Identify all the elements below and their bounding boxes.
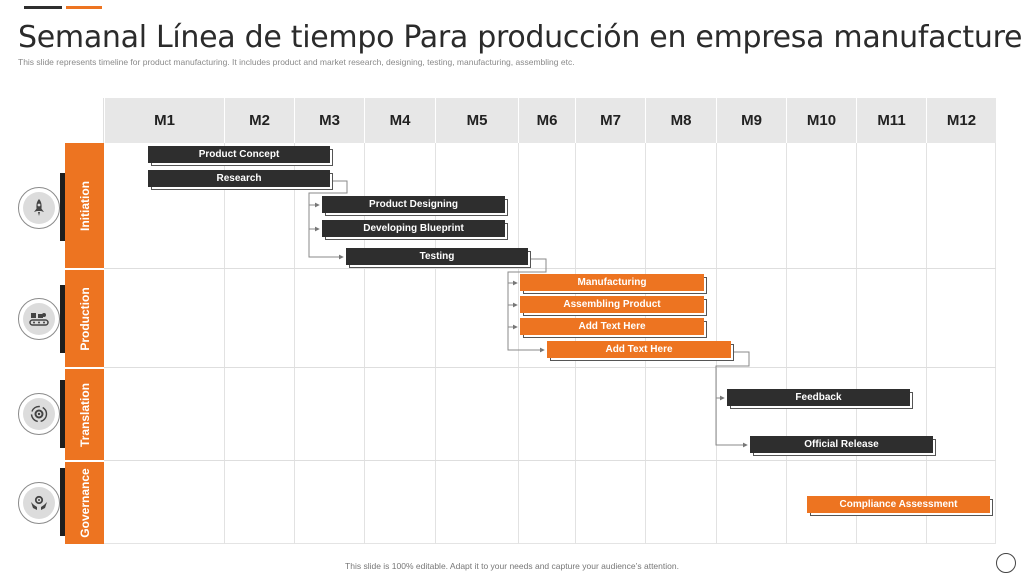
phase-divider [65,460,104,462]
phase-band-production: Production [65,270,104,367]
task-add-text-2: Add Text Here [547,341,731,358]
phase-label-governance: Governance [77,468,92,538]
grid-column-line [294,143,295,544]
month-header-m3: M3 [294,98,364,143]
task-official-release: Official Release [750,436,933,453]
task-product-concept: Product Concept [148,146,330,163]
grid-column-line [518,143,519,544]
month-header-m8: M8 [645,98,716,143]
task-developing-blueprint: Developing Blueprint [322,220,505,237]
phase-accent-bar [60,468,65,536]
gear-cycle-icon-glyph [30,405,48,423]
phase-band-initiation: Initiation [65,143,104,268]
month-header-m9: M9 [716,98,786,143]
header-corner-cell [65,98,104,143]
grid-column-line [224,143,225,544]
task-feedback: Feedback [727,389,910,406]
top-accent-line-dark [24,6,62,9]
phase-label-initiation: Initiation [77,180,92,231]
phase-label-translation: Translation [77,382,92,447]
task-add-text-1: Add Text Here [520,318,704,335]
month-header-m4: M4 [364,98,435,143]
gear-cycle-icon-badge [23,398,55,430]
hands-gear-icon [18,482,60,524]
month-header-m7: M7 [575,98,645,143]
hands-gear-icon-glyph [31,495,47,510]
task-assembling-product: Assembling Product [520,296,704,313]
slide-subtitle: This slide represents timeline for produ… [18,57,575,67]
grid-row-line [104,367,996,368]
footer-note: This slide is 100% editable. Adapt it to… [345,561,679,571]
task-testing: Testing [346,248,528,265]
rocket-icon-glyph [34,199,44,216]
phase-accent-bar [60,285,65,353]
phase-accent-bar [60,380,65,448]
grid-column-line [856,143,857,544]
grid-column-line [364,143,365,544]
grid-row-line [104,268,996,269]
grid-row-line [104,460,996,461]
grid-column-line [786,143,787,544]
rocket-icon-badge [23,192,55,224]
conveyor-icon [18,298,60,340]
rocket-icon [18,187,60,229]
hands-gear-icon-badge [23,487,55,519]
grid-column-line [435,143,436,544]
corner-circle-icon [996,553,1016,573]
conveyor-icon-badge [23,303,55,335]
phase-band-governance: Governance [65,462,104,544]
conveyor-icon-glyph [29,313,49,326]
phase-label-production: Production [77,286,92,351]
task-manufacturing: Manufacturing [520,274,704,291]
gear-cycle-icon [18,393,60,435]
month-header-m2: M2 [224,98,294,143]
task-research: Research [148,170,330,187]
task-product-designing: Product Designing [322,196,505,213]
phase-divider [65,367,104,369]
month-header-m12: M12 [926,98,996,143]
month-header-row [104,98,996,143]
phase-divider [65,268,104,270]
month-header-m5: M5 [435,98,518,143]
month-header-m10: M10 [786,98,856,143]
grid-column-line [926,143,927,544]
slide-title: Semanal Línea de tiempo Para producción … [18,20,1024,55]
month-header-m1: M1 [104,98,224,143]
month-header-m11: M11 [856,98,926,143]
top-accent-line-orange [66,6,102,9]
phase-accent-bar [60,173,65,241]
phase-band-translation: Translation [65,369,104,460]
month-header-m6: M6 [518,98,575,143]
task-compliance-assessment: Compliance Assessment [807,496,990,513]
